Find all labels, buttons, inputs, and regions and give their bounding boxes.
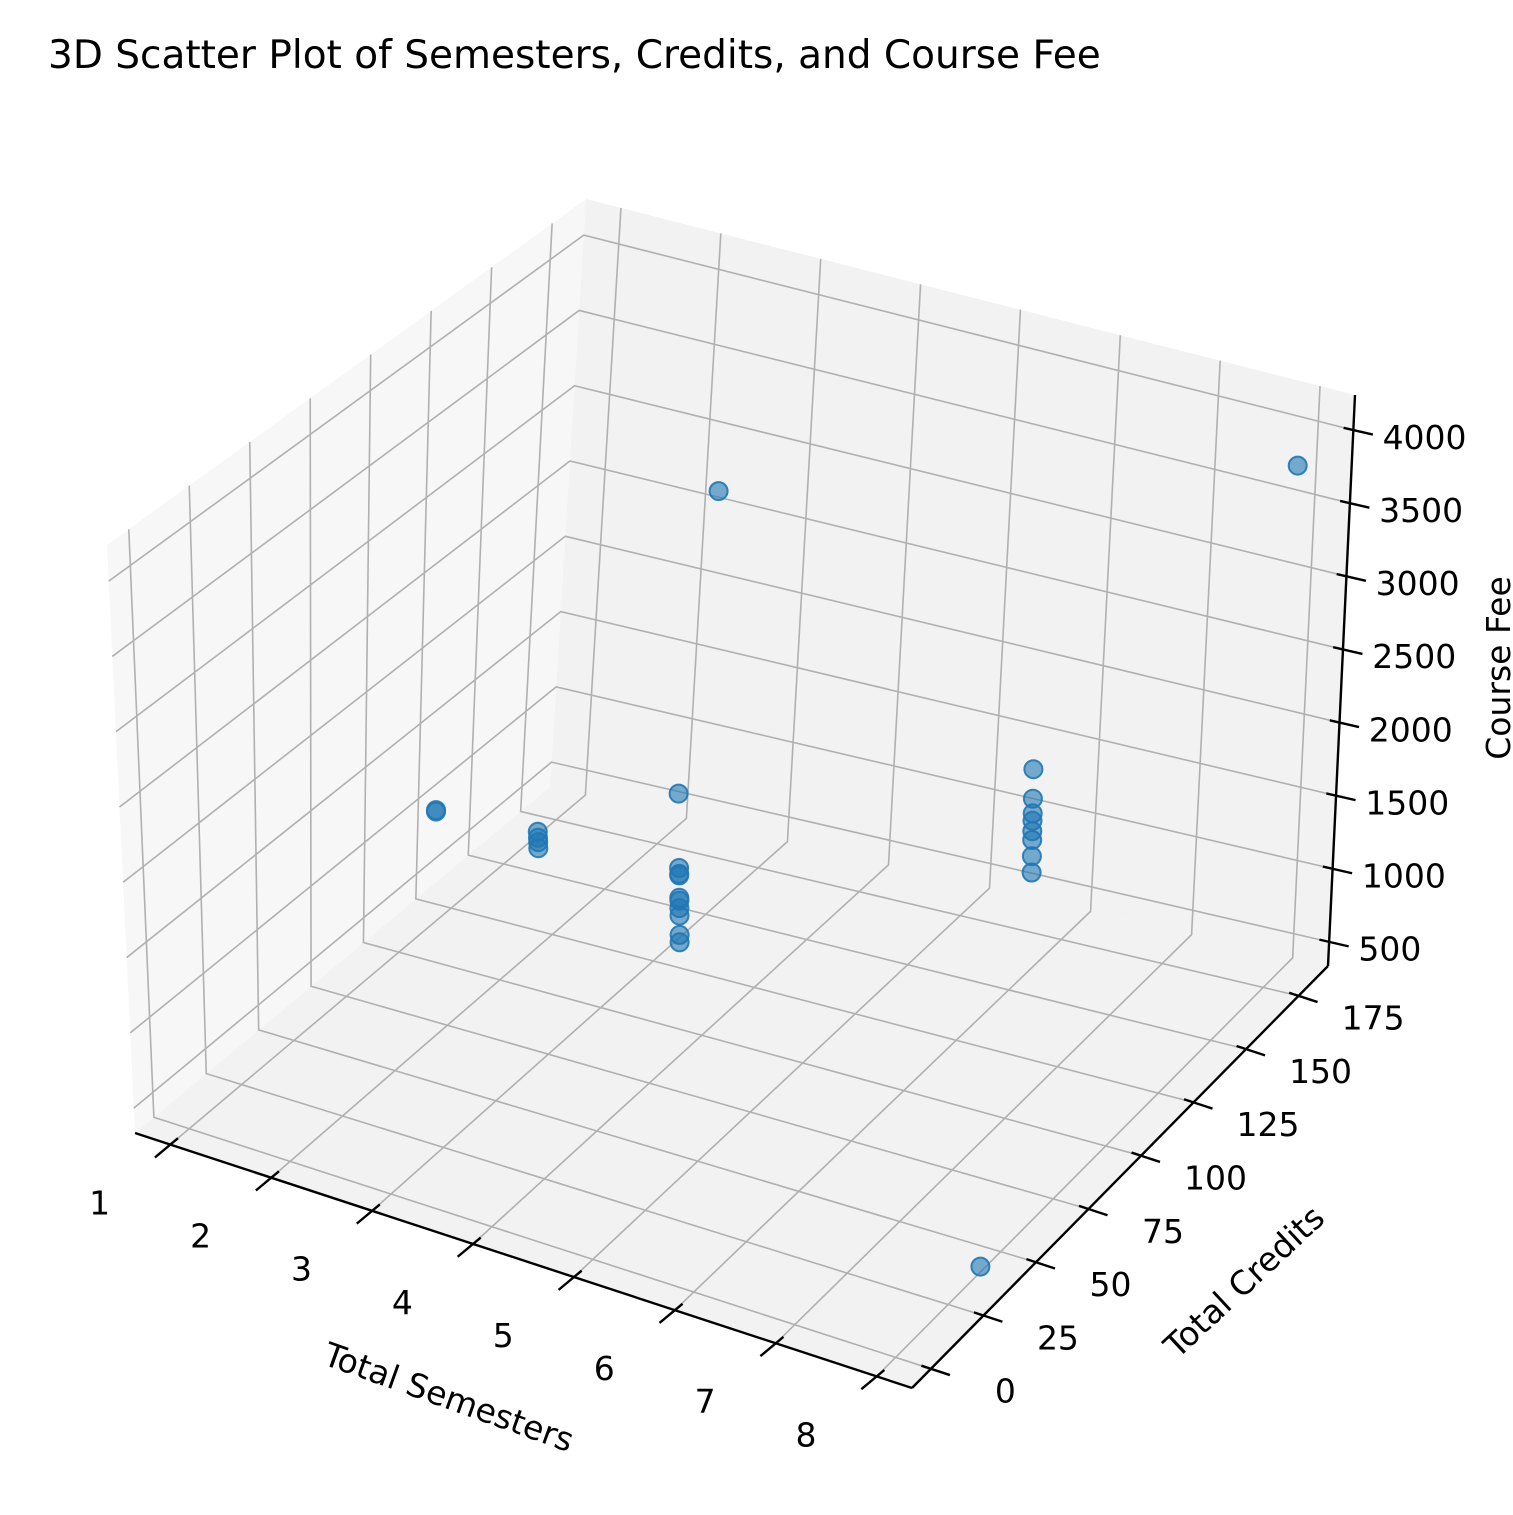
z-axis-line	[1326, 394, 1357, 967]
y-tick	[921, 1364, 951, 1377]
x-tick	[557, 1269, 583, 1291]
y-tick	[1236, 1044, 1266, 1057]
y-tick-label: 0	[995, 1372, 1016, 1411]
data-point	[426, 800, 446, 821]
data-point	[1287, 455, 1308, 476]
data-point	[669, 924, 690, 945]
data-point	[669, 858, 690, 878]
x-grid-line	[674, 335, 1122, 1311]
z-grid-line	[133, 761, 1330, 1109]
z-tick	[1336, 572, 1367, 582]
left-pane	[107, 199, 586, 1133]
z-tick-label: 500	[1358, 930, 1421, 969]
y-tick	[1131, 1151, 1161, 1164]
x-axis-label: Total Semesters	[318, 1334, 579, 1460]
y-tick-label: 175	[1342, 999, 1405, 1038]
z-grid-line	[122, 535, 1340, 883]
grid-lines	[108, 207, 1354, 1377]
data-point	[668, 783, 689, 804]
z-tick	[1329, 719, 1360, 729]
data-point	[1022, 788, 1043, 809]
x-tick	[658, 1302, 684, 1324]
x-tick-label: 4	[392, 1283, 413, 1322]
y-tick-label: 150	[1289, 1052, 1352, 1091]
x-tick	[356, 1203, 381, 1225]
y-tick	[1288, 991, 1318, 1004]
z-tick-label: 2000	[1369, 710, 1453, 749]
y-tick-label: 100	[1184, 1159, 1247, 1198]
y-tick-label: 125	[1237, 1105, 1300, 1144]
y-grid-line	[415, 310, 1194, 1104]
z-tick-label: 4000	[1383, 418, 1467, 457]
z-tick-label: 3000	[1376, 564, 1460, 603]
x-axis-line	[134, 1131, 913, 1390]
data-point	[1021, 862, 1042, 883]
data-point	[1023, 759, 1044, 780]
x-grid-line	[472, 284, 922, 1245]
y-tick-label: 75	[1142, 1212, 1184, 1251]
y-tick-label: 25	[1037, 1318, 1079, 1357]
z-grid-line	[129, 685, 1333, 1034]
z-tick-label: 3500	[1379, 491, 1463, 530]
axis-panes	[107, 199, 1355, 1388]
z-tick-label: 2500	[1372, 637, 1456, 676]
back-pane	[550, 199, 1355, 966]
z-tick	[1319, 938, 1349, 948]
x-tick	[456, 1236, 482, 1258]
x-grid-line	[775, 360, 1221, 1344]
z-tick	[1332, 646, 1363, 656]
y-tick	[1183, 1098, 1213, 1110]
z-grid-line	[115, 384, 1347, 733]
y-tick	[1026, 1257, 1056, 1270]
z-axis-label: Course Fee	[1479, 576, 1513, 759]
x-tick-label: 8	[796, 1415, 817, 1454]
y-axis-line	[911, 965, 1329, 1389]
chart-title: 3D Scatter Plot of Semesters, Credits, a…	[48, 33, 1101, 78]
z-tick	[1343, 426, 1374, 436]
z-tick	[1326, 792, 1356, 802]
x-tick-label: 2	[190, 1217, 211, 1256]
x-grid-line	[573, 309, 1022, 1278]
z-grid-line	[118, 460, 1344, 808]
x-tick-label: 5	[493, 1316, 514, 1355]
data-point	[970, 1256, 991, 1277]
x-tick	[154, 1137, 179, 1159]
data-point	[669, 887, 690, 908]
floor-pane	[135, 787, 1328, 1388]
y-tick-label: 50	[1089, 1265, 1131, 1304]
y-grid-line	[127, 529, 932, 1370]
z-tick-label: 1000	[1362, 856, 1446, 895]
data-points	[426, 455, 1308, 1277]
y-grid-line	[309, 398, 1089, 1210]
x-grid-line	[270, 233, 722, 1179]
axis-lines	[134, 394, 1357, 1390]
z-grid-line	[108, 234, 1354, 582]
x-tick-label: 3	[291, 1250, 312, 1289]
y-grid-line	[467, 267, 1247, 1050]
y-grid-line	[519, 223, 1299, 997]
data-point	[708, 481, 729, 502]
y-grid-line	[362, 354, 1142, 1157]
z-tick	[1339, 499, 1370, 509]
y-tick	[973, 1311, 1003, 1323]
z-grid-line	[111, 309, 1351, 658]
z-grid-line	[126, 610, 1337, 959]
data-point	[527, 821, 548, 842]
y-grid-line	[248, 441, 1037, 1264]
x-tick-label: 7	[695, 1382, 716, 1421]
x-grid-line	[371, 258, 822, 1212]
x-tick	[255, 1170, 280, 1192]
y-tick	[1078, 1204, 1108, 1217]
x-tick	[860, 1369, 886, 1391]
x-grid-line	[876, 386, 1321, 1377]
x-tick	[759, 1335, 785, 1358]
x-tick-label: 6	[594, 1349, 615, 1388]
z-tick-label: 1500	[1365, 783, 1449, 822]
y-grid-line	[188, 485, 984, 1317]
x-tick-label: 1	[89, 1184, 110, 1223]
z-tick	[1322, 865, 1353, 875]
x-grid-line	[169, 207, 622, 1146]
